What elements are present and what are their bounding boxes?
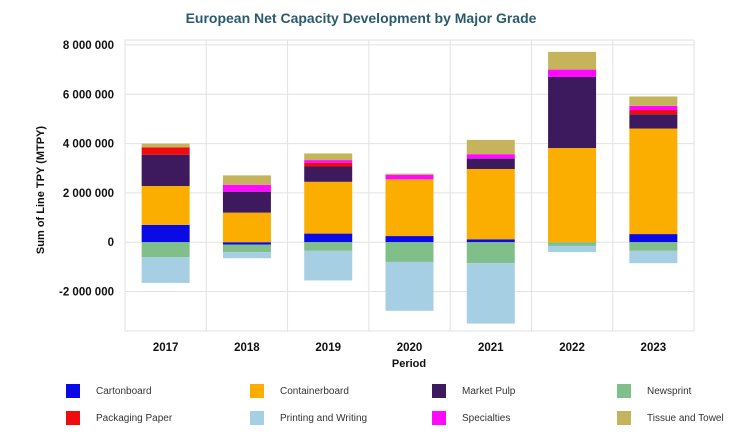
bar-segment <box>141 242 190 258</box>
y-tick-label: 0 <box>108 237 114 249</box>
legend-label: Cartonboard <box>96 385 152 397</box>
legend-swatch <box>66 411 80 425</box>
chart-title: European Net Capacity Development by Maj… <box>186 10 537 26</box>
bar-segment <box>466 139 515 155</box>
bar-segment <box>466 263 515 324</box>
bar-segment <box>629 234 678 243</box>
bar-segment <box>304 162 353 167</box>
y-tick-label: 4 000 000 <box>63 139 114 151</box>
legend-swatch <box>250 384 264 398</box>
bar-segment <box>141 257 190 283</box>
legend-item: Newsprint <box>617 383 691 399</box>
bar-segment <box>385 261 434 311</box>
bar-segment <box>548 51 597 70</box>
bar-segment <box>304 250 353 281</box>
bar-segment <box>222 242 271 245</box>
legend-swatch <box>250 411 264 425</box>
bar-segment <box>222 244 271 253</box>
bar-segment <box>304 242 353 251</box>
legend-label: Newsprint <box>647 385 692 397</box>
bar-segment <box>222 184 271 192</box>
bar-segment <box>141 147 190 155</box>
bar-segment <box>304 160 353 163</box>
bar-segment <box>141 154 190 186</box>
x-tick-label: 2017 <box>153 342 179 354</box>
bar-segment <box>385 174 434 180</box>
bar-segment <box>466 158 515 169</box>
legend-swatch <box>617 384 631 398</box>
legend-item: Printing and Writing <box>250 410 367 426</box>
x-tick-label: 2022 <box>559 342 585 354</box>
legend-swatch <box>617 411 631 425</box>
y-tick-label: -2 000 000 <box>59 287 114 299</box>
bar-segment <box>385 236 434 243</box>
legend-label: Printing and Writing <box>280 412 368 424</box>
bar-segment <box>385 242 434 262</box>
bar-segment <box>141 224 190 243</box>
bar-segment <box>548 148 597 243</box>
bar-segment <box>304 166 353 182</box>
legend-item: Market Pulp <box>432 383 515 399</box>
bar-segment <box>222 212 271 243</box>
x-tick-label: 2021 <box>478 342 504 354</box>
bar-segment <box>629 96 678 106</box>
bar-segment <box>466 154 515 159</box>
bar-marks <box>141 51 678 324</box>
plot-frame <box>124 39 695 332</box>
bar-segment <box>466 239 515 243</box>
legend-label: Packaging Paper <box>96 412 173 424</box>
bar-segment <box>548 245 597 253</box>
bar-segment <box>629 114 678 129</box>
x-tick-label: 2019 <box>315 342 341 354</box>
bar-segment <box>629 242 678 251</box>
bar-segment <box>548 76 597 149</box>
x-axis-label: Period <box>392 358 426 370</box>
bar-segment <box>141 185 190 225</box>
bar-segment <box>304 181 353 234</box>
legend-item: Packaging Paper <box>66 410 172 426</box>
y-axis-label: Sum of Line TPY (MTPY) <box>35 126 47 254</box>
legend-swatch <box>66 384 80 398</box>
legend-item: Containerboard <box>250 383 349 399</box>
legend-label: Market Pulp <box>462 385 516 397</box>
bar-segment <box>304 233 353 243</box>
bar-segment <box>548 242 597 246</box>
bar-segment <box>222 252 271 259</box>
legend-swatch <box>432 384 446 398</box>
gridlines <box>124 39 695 332</box>
bar-segment <box>548 69 597 77</box>
legend-label: Containerboard <box>280 385 349 397</box>
legend: Cartonboard Containerboard Market Pulp News… <box>0 376 756 434</box>
bar-segment <box>304 153 353 161</box>
y-tick-labels: 8 000 000 6 000 000 4 000 000 2 000 000 0 -2 … <box>59 40 114 299</box>
bar-segment <box>466 168 515 240</box>
bar-segment <box>466 242 515 264</box>
bar-segment <box>385 179 434 237</box>
legend-label: Specialties <box>462 412 511 424</box>
y-tick-label: 8 000 000 <box>63 40 114 52</box>
y-tick-label: 6 000 000 <box>63 89 114 101</box>
bar-segment <box>385 173 434 175</box>
bar-segment <box>629 110 678 115</box>
bar-chart: European Net Capacity Development by Maj… <box>35 10 695 370</box>
x-tick-label: 2020 <box>397 342 423 354</box>
bar-segment <box>629 250 678 264</box>
x-tick-label: 2023 <box>641 342 667 354</box>
legend-label: Tissue and Towel <box>647 412 724 424</box>
bar-segment <box>141 143 190 148</box>
legend-item: Specialties <box>432 410 510 426</box>
legend-swatch <box>432 411 446 425</box>
legend-item: Cartonboard <box>66 383 152 399</box>
bar-segment <box>629 105 678 111</box>
x-tick-label: 2018 <box>234 342 260 354</box>
x-tick-labels: 2017 2018 2019 2020 2021 2022 2023 <box>153 342 666 354</box>
y-tick-label: 2 000 000 <box>63 188 114 200</box>
bar-segment <box>222 175 271 185</box>
legend-item: Tissue and Towel <box>617 410 724 426</box>
bar-segment <box>222 191 271 213</box>
bar-segment <box>629 128 678 235</box>
